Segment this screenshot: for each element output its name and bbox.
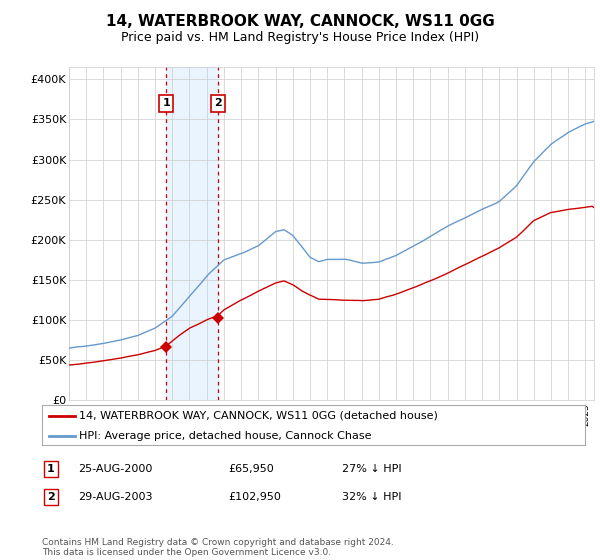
Text: Contains HM Land Registry data © Crown copyright and database right 2024.
This d: Contains HM Land Registry data © Crown c… [42, 538, 394, 557]
Text: £65,950: £65,950 [228, 464, 274, 474]
Text: 29-AUG-2003: 29-AUG-2003 [78, 492, 152, 502]
Text: £102,950: £102,950 [228, 492, 281, 502]
Text: 32% ↓ HPI: 32% ↓ HPI [342, 492, 401, 502]
Text: 2: 2 [214, 99, 222, 108]
Text: 1: 1 [163, 99, 170, 108]
Text: 1: 1 [47, 464, 55, 474]
Text: 2: 2 [47, 492, 55, 502]
Text: 14, WATERBROOK WAY, CANNOCK, WS11 0GG: 14, WATERBROOK WAY, CANNOCK, WS11 0GG [106, 14, 494, 29]
Text: HPI: Average price, detached house, Cannock Chase: HPI: Average price, detached house, Cann… [79, 431, 371, 441]
Text: Price paid vs. HM Land Registry's House Price Index (HPI): Price paid vs. HM Land Registry's House … [121, 31, 479, 44]
Text: 25-AUG-2000: 25-AUG-2000 [78, 464, 152, 474]
Text: 14, WATERBROOK WAY, CANNOCK, WS11 0GG (detached house): 14, WATERBROOK WAY, CANNOCK, WS11 0GG (d… [79, 411, 438, 421]
Text: 27% ↓ HPI: 27% ↓ HPI [342, 464, 401, 474]
Bar [166, 67, 218, 400]
